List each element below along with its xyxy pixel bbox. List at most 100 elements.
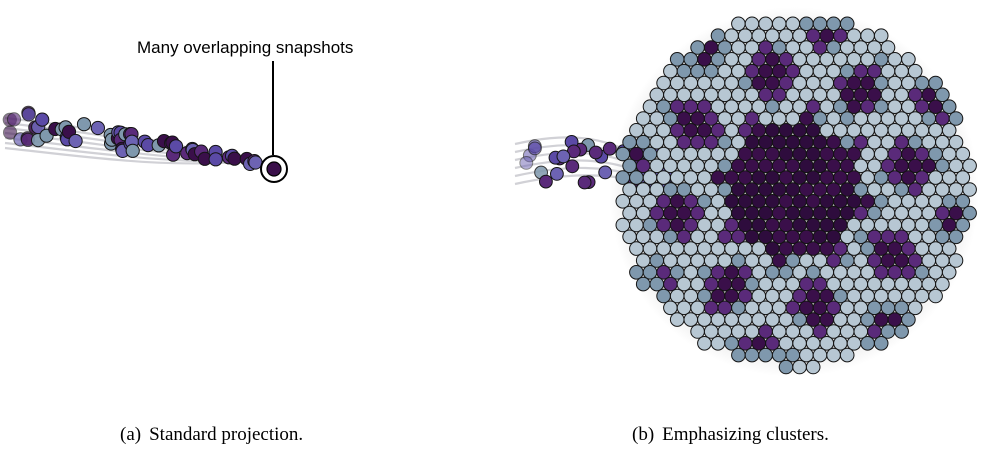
snapshot-dot	[519, 156, 534, 170]
cluster-snapshot-dot	[751, 288, 767, 304]
cluster-snapshot-dot	[765, 123, 780, 138]
cluster-snapshot-dot	[839, 276, 855, 292]
cluster-snapshot-dot	[771, 229, 787, 245]
cluster-snapshot-dot	[826, 276, 841, 292]
cluster-snapshot-dot	[799, 87, 814, 103]
cluster-snapshot-dot	[948, 134, 964, 150]
cluster-snapshot-dot	[778, 28, 794, 44]
cluster-snapshot-dot	[697, 194, 712, 209]
cluster-snapshot-dot	[690, 324, 705, 339]
cluster-snapshot-dot	[690, 40, 705, 55]
cluster-snapshot-dot	[812, 253, 828, 268]
cluster-snapshot-dot	[758, 182, 773, 197]
cluster-snapshot-dot	[656, 146, 671, 162]
cluster-snapshot-dot	[853, 134, 869, 150]
cluster-snapshot-dot	[676, 158, 692, 174]
cluster-snapshot-dot	[710, 265, 726, 280]
cluster-snapshot-dot	[710, 75, 726, 91]
cluster-snapshot-dot	[751, 336, 767, 351]
cluster-snapshot-dot	[737, 52, 753, 67]
cluster-snapshot-dot	[921, 134, 937, 150]
cluster-snapshot-dot	[873, 75, 889, 91]
cluster-snapshot-dot	[758, 158, 773, 174]
cluster-snapshot-dot	[771, 158, 787, 174]
cluster-snapshot-dot	[935, 205, 950, 221]
cluster-snapshot-dot	[901, 288, 916, 304]
cluster-snapshot-dot	[812, 347, 828, 363]
cluster-snapshot-dot	[744, 347, 760, 363]
cluster-snapshot-dot	[778, 217, 794, 233]
cluster-snapshot-dot	[819, 217, 835, 233]
cluster-snapshot-dot	[935, 158, 950, 174]
cluster-snapshot-dot	[751, 265, 767, 280]
cluster-snapshot-dot	[948, 253, 964, 268]
cluster-snapshot-dot	[873, 123, 889, 138]
cluster-snapshot-dot	[914, 99, 930, 114]
cluster-snapshot-dot	[635, 111, 651, 126]
cluster-snapshot-dot	[737, 217, 753, 233]
cluster-snapshot-dot	[846, 288, 862, 304]
cluster-snapshot-dot	[758, 111, 773, 126]
cluster-snapshot-dot	[812, 40, 828, 55]
cluster-snapshot-dot	[771, 40, 787, 55]
cluster-snapshot-dot	[819, 52, 835, 67]
cluster-snapshot-dot	[880, 111, 896, 126]
cluster-snapshot-dot	[669, 75, 685, 91]
cluster-snapshot-dot	[867, 276, 882, 292]
cluster-snapshot-dot	[907, 300, 923, 316]
cluster-snapshot-dot	[833, 52, 848, 67]
cluster-snapshot-dot	[826, 324, 841, 339]
cluster-snapshot-dot	[846, 28, 862, 44]
cluster-snapshot-dot	[901, 170, 916, 185]
cluster-snapshot-dot	[901, 75, 916, 91]
cluster-snapshot-dot	[948, 111, 964, 126]
cluster-snapshot-dot	[669, 194, 685, 209]
caption-a: (a) Standard projection.	[120, 424, 303, 446]
cluster-snapshot-dot	[907, 158, 923, 174]
cluster-snapshot-dot	[765, 265, 780, 280]
cluster-snapshot-dot	[751, 123, 767, 138]
cluster-snapshot-dot	[880, 229, 896, 245]
cluster-snapshot-dot	[751, 99, 767, 114]
cluster-snapshot-dot	[690, 182, 705, 197]
cluster-snapshot-dot	[873, 312, 889, 327]
cluster-snapshot-dot	[663, 87, 678, 103]
cluster-snapshot-dot	[853, 229, 869, 245]
cluster-snapshot-dot	[873, 217, 889, 233]
cluster-snapshot-dot	[669, 312, 685, 327]
cluster-snapshot-dot	[697, 170, 712, 185]
cluster-snapshot-dot	[765, 217, 780, 233]
cluster-snapshot-dot	[833, 146, 848, 162]
cluster-snapshot-dot	[907, 229, 923, 245]
snapshot-dot	[125, 143, 140, 158]
cluster-snapshot-dot	[805, 241, 821, 256]
cluster-snapshot-dot	[901, 241, 916, 256]
cluster-snapshot-dot	[697, 265, 712, 280]
cluster-snapshot-dot	[751, 146, 767, 162]
cluster-snapshot-dot	[792, 312, 807, 327]
cluster-snapshot-dot	[758, 40, 773, 55]
cluster-snapshot-dot	[683, 241, 699, 256]
cluster-snapshot-dot	[894, 324, 909, 339]
cluster-snapshot-dot	[921, 158, 937, 174]
cluster-snapshot-dot	[737, 28, 753, 44]
cluster-snapshot-dot	[880, 276, 896, 292]
cluster-snapshot-dot	[805, 28, 821, 44]
cluster-snapshot-dot	[663, 111, 678, 126]
cluster-snapshot-dot	[894, 300, 909, 316]
cluster-snapshot-dot	[703, 229, 719, 245]
cluster-snapshot-dot	[683, 52, 699, 67]
cluster-snapshot-dot	[765, 288, 780, 304]
cluster-snapshot-dot	[724, 123, 739, 138]
cluster-snapshot-dot	[907, 205, 923, 221]
cluster-snapshot-dot	[697, 312, 712, 327]
cluster-snapshot-dot	[867, 40, 882, 55]
cluster-snapshot-dot	[941, 170, 957, 185]
cluster-snapshot-dot	[928, 123, 943, 138]
cluster-snapshot-dot	[799, 40, 814, 55]
cluster-snapshot-dot	[710, 336, 726, 351]
cluster-snapshot-dot	[717, 158, 733, 174]
cluster-snapshot-dot	[894, 229, 909, 245]
cluster-snapshot-dot	[805, 265, 821, 280]
cluster-snapshot-dot	[649, 276, 665, 292]
